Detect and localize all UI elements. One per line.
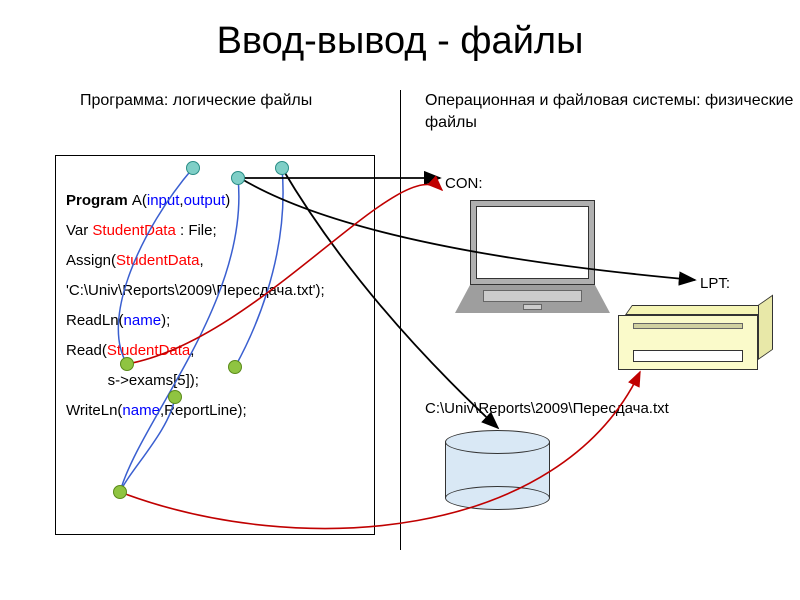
left-column-header: Программа: логические файлы — [80, 90, 312, 112]
code-line-2: Var StudentData : File; — [66, 216, 364, 246]
node-readln-icon — [120, 357, 134, 371]
page-title: Ввод-вывод - файлы — [0, 0, 800, 63]
node-output-icon — [231, 171, 245, 185]
file-path-label: C:\Univ\Reports\2009\Пересдача.txt — [425, 400, 669, 417]
node-writeln-icon — [113, 485, 127, 499]
vertical-divider — [400, 90, 401, 550]
database-cylinder-icon — [445, 430, 550, 510]
lpt-label: LPT: — [700, 275, 730, 292]
node-input-icon — [186, 161, 200, 175]
node-read-sd2-icon — [228, 360, 242, 374]
right-column-header: Операционная и файловая системы: физичес… — [425, 90, 800, 135]
laptop-icon — [455, 200, 610, 320]
code-line-8: WriteLn(name,ReportLine); — [66, 396, 364, 426]
code-line-6: Read(StudentData, — [66, 336, 364, 366]
node-read-sd-icon — [168, 390, 182, 404]
code-box: Program A(input,output) Var StudentData … — [55, 155, 375, 535]
code-line-7: s->exams[5]); — [66, 366, 364, 396]
node-studentdata-icon — [275, 161, 289, 175]
code-line-3: Assign(StudentData, — [66, 246, 364, 276]
con-label: CON: — [445, 175, 483, 192]
code-line-5: ReadLn(name); — [66, 306, 364, 336]
code-line-4: 'C:\Univ\Reports\2009\Пересдача.txt'); — [66, 276, 364, 306]
printer-icon — [618, 305, 773, 375]
code-line-1: Program A(input,output) — [66, 186, 364, 216]
